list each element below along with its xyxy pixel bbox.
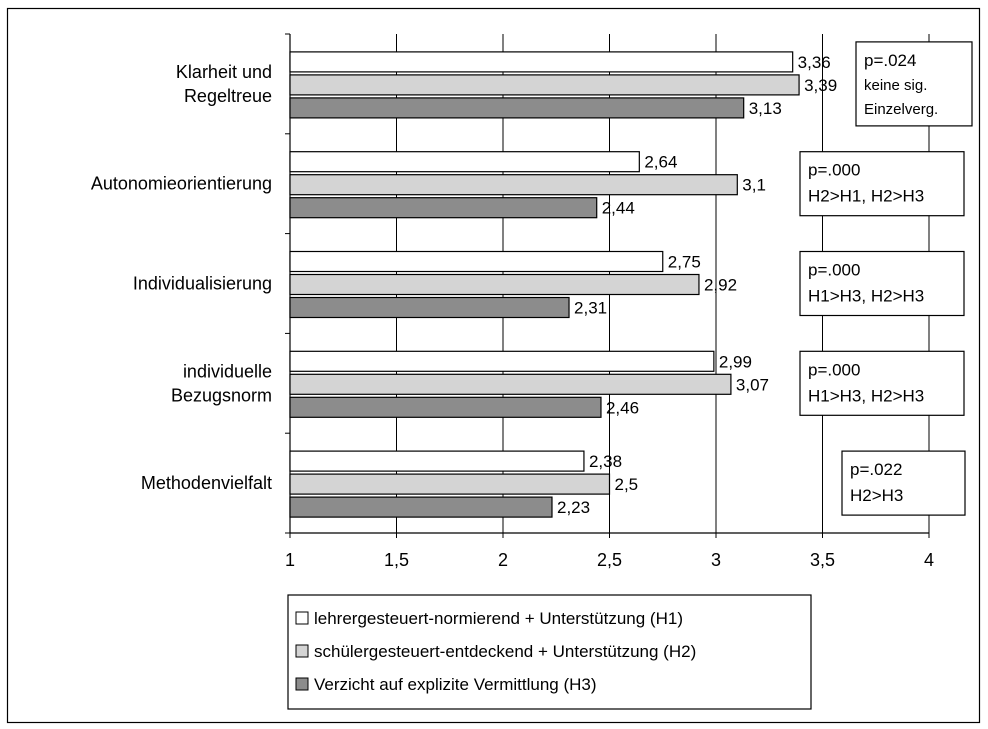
data-label: 3,39 bbox=[804, 76, 837, 95]
legend-swatch bbox=[295, 677, 309, 691]
x-tick-label: 1 bbox=[285, 550, 295, 570]
legend-label: schülergesteuert-entdeckend + Unterstütz… bbox=[314, 642, 696, 661]
significance-box bbox=[799, 350, 965, 416]
category-label: Bezugsnorm bbox=[171, 385, 272, 405]
data-label: 2,44 bbox=[602, 199, 635, 218]
bar bbox=[289, 396, 602, 418]
bar bbox=[289, 174, 738, 196]
significance-text: p=.000 bbox=[808, 161, 860, 180]
data-label: 2,99 bbox=[719, 352, 752, 371]
significance-text: p=.000 bbox=[808, 360, 860, 379]
label-layer: 3,36 3,39 3,13 Klarheit und Regeltreue 2,64 3,… bbox=[91, 53, 837, 517]
significance-box bbox=[855, 41, 973, 127]
data-label: 2,23 bbox=[557, 498, 590, 517]
bar bbox=[289, 97, 745, 119]
category-label: individuelle bbox=[183, 361, 272, 381]
bar bbox=[289, 74, 800, 96]
significance-text: H1>H3, H2>H3 bbox=[808, 386, 924, 405]
data-label: 2,5 bbox=[615, 475, 639, 494]
x-tick-label: 2 bbox=[498, 550, 508, 570]
x-tick-label: 3,5 bbox=[810, 550, 835, 570]
significance-text: p=.022 bbox=[850, 460, 902, 479]
legend-swatch bbox=[295, 644, 309, 658]
legend-label: Verzicht auf explizite Vermittlung (H3) bbox=[314, 675, 597, 694]
x-tick-label: 4 bbox=[924, 550, 934, 570]
significance-text: keine sig. bbox=[864, 77, 927, 94]
bar bbox=[289, 296, 570, 319]
significance-text: p=.024 bbox=[864, 51, 916, 70]
bar bbox=[289, 250, 664, 273]
bar bbox=[289, 273, 700, 296]
data-label: 3,1 bbox=[742, 176, 766, 195]
data-label: 2,38 bbox=[589, 452, 622, 471]
bar-layer bbox=[289, 51, 800, 518]
data-label: 2,31 bbox=[574, 299, 607, 318]
significance-box bbox=[799, 151, 965, 217]
significance-text: p=.000 bbox=[808, 261, 860, 280]
annotation-layer: p=.024 keine sig. Einzelverg. p=.000 H2>H1, … bbox=[799, 41, 973, 516]
x-tick-label: 1,5 bbox=[384, 550, 409, 570]
bar bbox=[289, 197, 598, 219]
category-label: Methodenvielfalt bbox=[141, 473, 272, 493]
bar bbox=[289, 350, 715, 372]
bar bbox=[289, 373, 732, 395]
bar bbox=[289, 473, 611, 495]
data-label: 3,07 bbox=[736, 375, 769, 394]
x-tick-label: 2,5 bbox=[597, 550, 622, 570]
bar bbox=[289, 450, 585, 472]
data-label: 2,92 bbox=[704, 276, 737, 295]
legend-swatch bbox=[295, 611, 309, 625]
data-label: 2,64 bbox=[644, 153, 677, 172]
x-tick-label: 3 bbox=[711, 550, 721, 570]
data-label: 3,36 bbox=[798, 53, 831, 72]
legend-label: lehrergesteuert-normierend + Unterstützu… bbox=[314, 609, 683, 628]
significance-text: Einzelverg. bbox=[864, 101, 938, 118]
data-label: 2,46 bbox=[606, 398, 639, 417]
bar bbox=[289, 51, 794, 73]
category-label: Regeltreue bbox=[184, 86, 272, 106]
significance-text: H2>H1, H2>H3 bbox=[808, 187, 924, 206]
significance-box bbox=[799, 250, 965, 317]
category-label: Autonomieorientierung bbox=[91, 174, 272, 194]
data-label: 2,75 bbox=[668, 253, 701, 272]
bar bbox=[289, 496, 553, 518]
significance-box bbox=[841, 450, 966, 516]
axis-layer: 1 1,5 2 2,5 3 3,5 4 bbox=[285, 33, 934, 570]
legend-box bbox=[287, 594, 812, 710]
category-label: Individualisierung bbox=[133, 274, 272, 294]
data-label: 3,13 bbox=[749, 99, 782, 118]
legend: lehrergesteuert-normierend + Unterstützu… bbox=[287, 594, 812, 710]
category-label: Klarheit und bbox=[176, 62, 272, 82]
significance-text: H2>H3 bbox=[850, 486, 903, 505]
significance-text: H1>H3, H2>H3 bbox=[808, 287, 924, 306]
bar bbox=[289, 151, 640, 173]
